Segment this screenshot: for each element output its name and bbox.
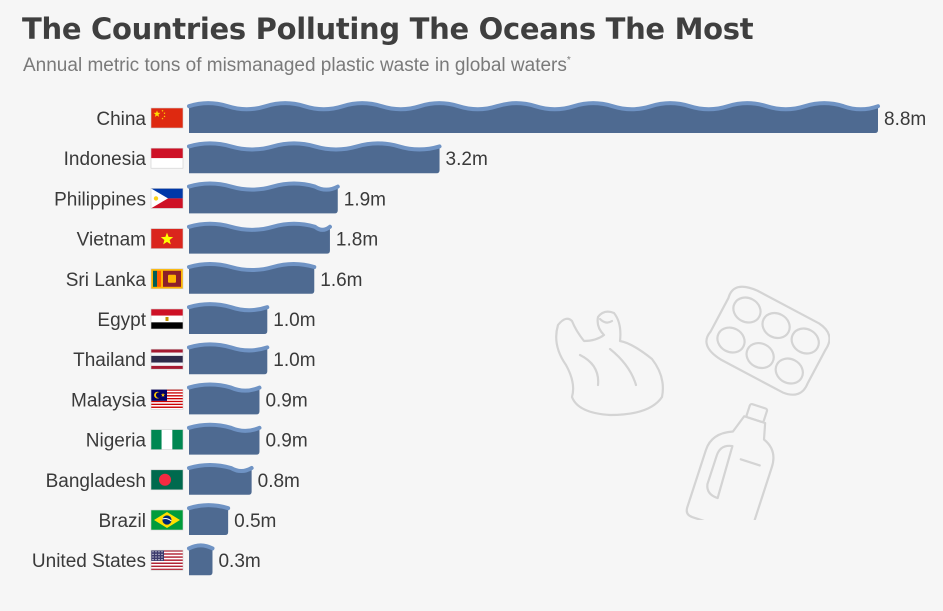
plastic-bag-icon — [555, 310, 664, 417]
bar-wave-crest — [187, 422, 262, 433]
chart-title: The Countries Polluting The Oceans The M… — [22, 12, 754, 46]
flag-nigeria-icon — [150, 429, 184, 450]
plastic-bottle-icon — [685, 402, 775, 520]
value-label: 0.9m — [265, 431, 307, 452]
bar-wave-crest — [187, 221, 332, 232]
bar — [189, 545, 213, 576]
flag-indonesia-icon — [150, 147, 184, 169]
category-label: Indonesia — [64, 149, 147, 170]
six-pack-rings-icon — [705, 285, 830, 396]
bar — [189, 183, 338, 214]
category-label: Malaysia — [71, 390, 146, 411]
bar-wave-crest — [187, 181, 340, 192]
bar-row: China 8.8m — [96, 101, 926, 133]
value-label: 0.5m — [234, 511, 276, 532]
flag-vietnam-icon — [150, 228, 184, 249]
bar-row: Nigeria 0.9m — [86, 422, 308, 455]
value-label: 1.0m — [273, 310, 315, 331]
value-label: 1.8m — [336, 230, 378, 251]
flag-egypt-icon — [150, 308, 184, 330]
bar-row: Brazil 0.5m — [98, 503, 276, 535]
plastic-waste-illustration — [555, 285, 830, 520]
category-label: Egypt — [97, 310, 146, 331]
bar-row: Egypt 1.0m — [97, 302, 316, 334]
value-label: 1.9m — [344, 189, 386, 210]
flag-united-states-icon — [150, 549, 184, 571]
flag-bangladesh-icon — [150, 469, 184, 491]
bar-wave-crest — [187, 543, 215, 551]
value-label: 0.8m — [258, 471, 300, 492]
category-label: Bangladesh — [46, 471, 146, 492]
flag-brazil-icon — [150, 509, 184, 531]
value-label: 8.8m — [884, 109, 926, 130]
category-label: Sri Lanka — [66, 270, 147, 291]
category-label: Thailand — [73, 350, 146, 371]
chart-subtitle: Annual metric tons of mismanaged plastic… — [23, 55, 571, 77]
bar-row: Malaysia 0.9m — [71, 382, 308, 415]
flag-china-icon — [150, 107, 184, 129]
value-label: 1.6m — [320, 270, 362, 291]
bar-wave-crest — [187, 101, 880, 112]
value-label: 0.3m — [218, 551, 260, 572]
category-label: Nigeria — [86, 431, 147, 452]
category-label: United States — [32, 551, 146, 572]
bar-row: Philippines 1.9m — [54, 181, 386, 214]
bar-row: United States 0.3m — [32, 543, 261, 576]
flag-malaysia-icon — [150, 389, 184, 410]
value-label: 3.2m — [446, 149, 488, 170]
category-label: Vietnam — [77, 230, 146, 251]
bar-wave-crest — [187, 302, 270, 313]
bar-wave-crest — [187, 382, 262, 393]
bar-row: Vietnam 1.8m — [77, 221, 378, 254]
flag-philippines-icon — [150, 188, 184, 209]
category-label: Brazil — [98, 511, 146, 532]
bar-row: Sri Lanka 1.6m — [66, 261, 363, 294]
flag-sri-lanka-icon — [150, 268, 184, 290]
category-label: Philippines — [54, 189, 146, 210]
category-label: China — [96, 109, 146, 130]
value-label: 0.9m — [265, 390, 307, 411]
bar-wave-crest — [187, 342, 270, 353]
bar-wave-crest — [187, 503, 231, 511]
value-label: 1.0m — [273, 350, 315, 371]
subtitle-text: Annual metric tons of mismanaged plastic… — [23, 55, 567, 76]
bar — [189, 263, 315, 294]
bar-row: Bangladesh 0.8m — [46, 462, 300, 495]
flag-thailand-icon — [150, 348, 184, 370]
footnote-marker: * — [566, 55, 571, 66]
bar — [189, 505, 229, 535]
bar-row: Indonesia 3.2m — [64, 141, 488, 174]
bar-wave-crest — [187, 462, 254, 474]
bar — [189, 464, 252, 495]
bar — [189, 223, 330, 254]
bar-row: Thailand 1.0m — [73, 342, 316, 375]
bar-wave-crest — [187, 141, 442, 152]
bar-wave-crest — [187, 261, 317, 273]
